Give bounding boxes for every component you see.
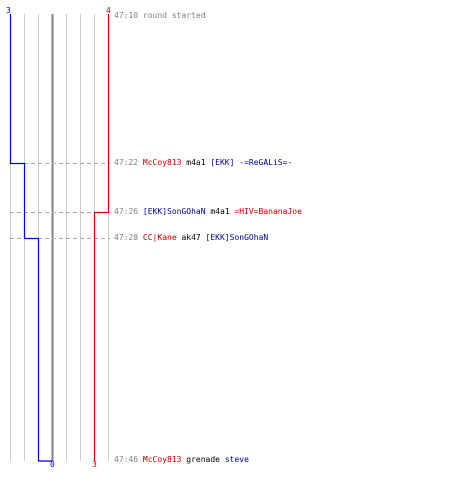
victim-name: [EKK] -=ReGALiS=- — [210, 158, 293, 167]
blue-end-count: 0 — [50, 460, 55, 469]
event-entry: 47:46 McCoy813 grenade steve — [114, 455, 249, 465]
weapon-name: ak47 — [176, 233, 206, 242]
grid-lines — [10, 14, 109, 461]
event-time: 47:10 — [114, 11, 139, 20]
event-time: 47:28 — [114, 233, 139, 242]
red-team-step-line — [93, 14, 110, 461]
victim-name: =HIV=BananaJoe — [234, 207, 302, 216]
weapon-name: grenade — [181, 455, 225, 464]
event-entry: 47:28 CC|Kane ak47 [EKK]SonGOhaN — [114, 233, 268, 243]
event-text: round started — [142, 11, 206, 20]
victim-name: steve — [224, 455, 249, 464]
event-entry: 47:22 McCoy813 m4a1 [EKK] -=ReGALiS=- — [114, 158, 292, 168]
event-time: 47:26 — [114, 207, 139, 216]
event-time: 47:22 — [114, 158, 139, 167]
weapon-name: m4a1 — [205, 207, 235, 216]
event-time: 47:46 — [114, 455, 139, 464]
killer-name: McCoy813 — [142, 455, 182, 464]
weapon-name: m4a1 — [181, 158, 211, 167]
killer-name: McCoy813 — [142, 158, 182, 167]
killer-name: CC|Kane — [142, 233, 177, 242]
red-start-count: 4 — [106, 6, 111, 15]
blue-start-count: 3 — [6, 6, 11, 15]
victim-name: [EKK]SonGOhaN — [205, 233, 269, 242]
blue-team-step-line — [9, 14, 53, 462]
killer-name: [EKK]SonGOhaN — [142, 207, 206, 216]
event-entry: 47:26 [EKK]SonGOhaN m4a1 =HIV=BananaJoe — [114, 207, 302, 217]
event-entry: 47:10 round started — [114, 11, 206, 21]
red-end-count: 3 — [92, 460, 97, 469]
